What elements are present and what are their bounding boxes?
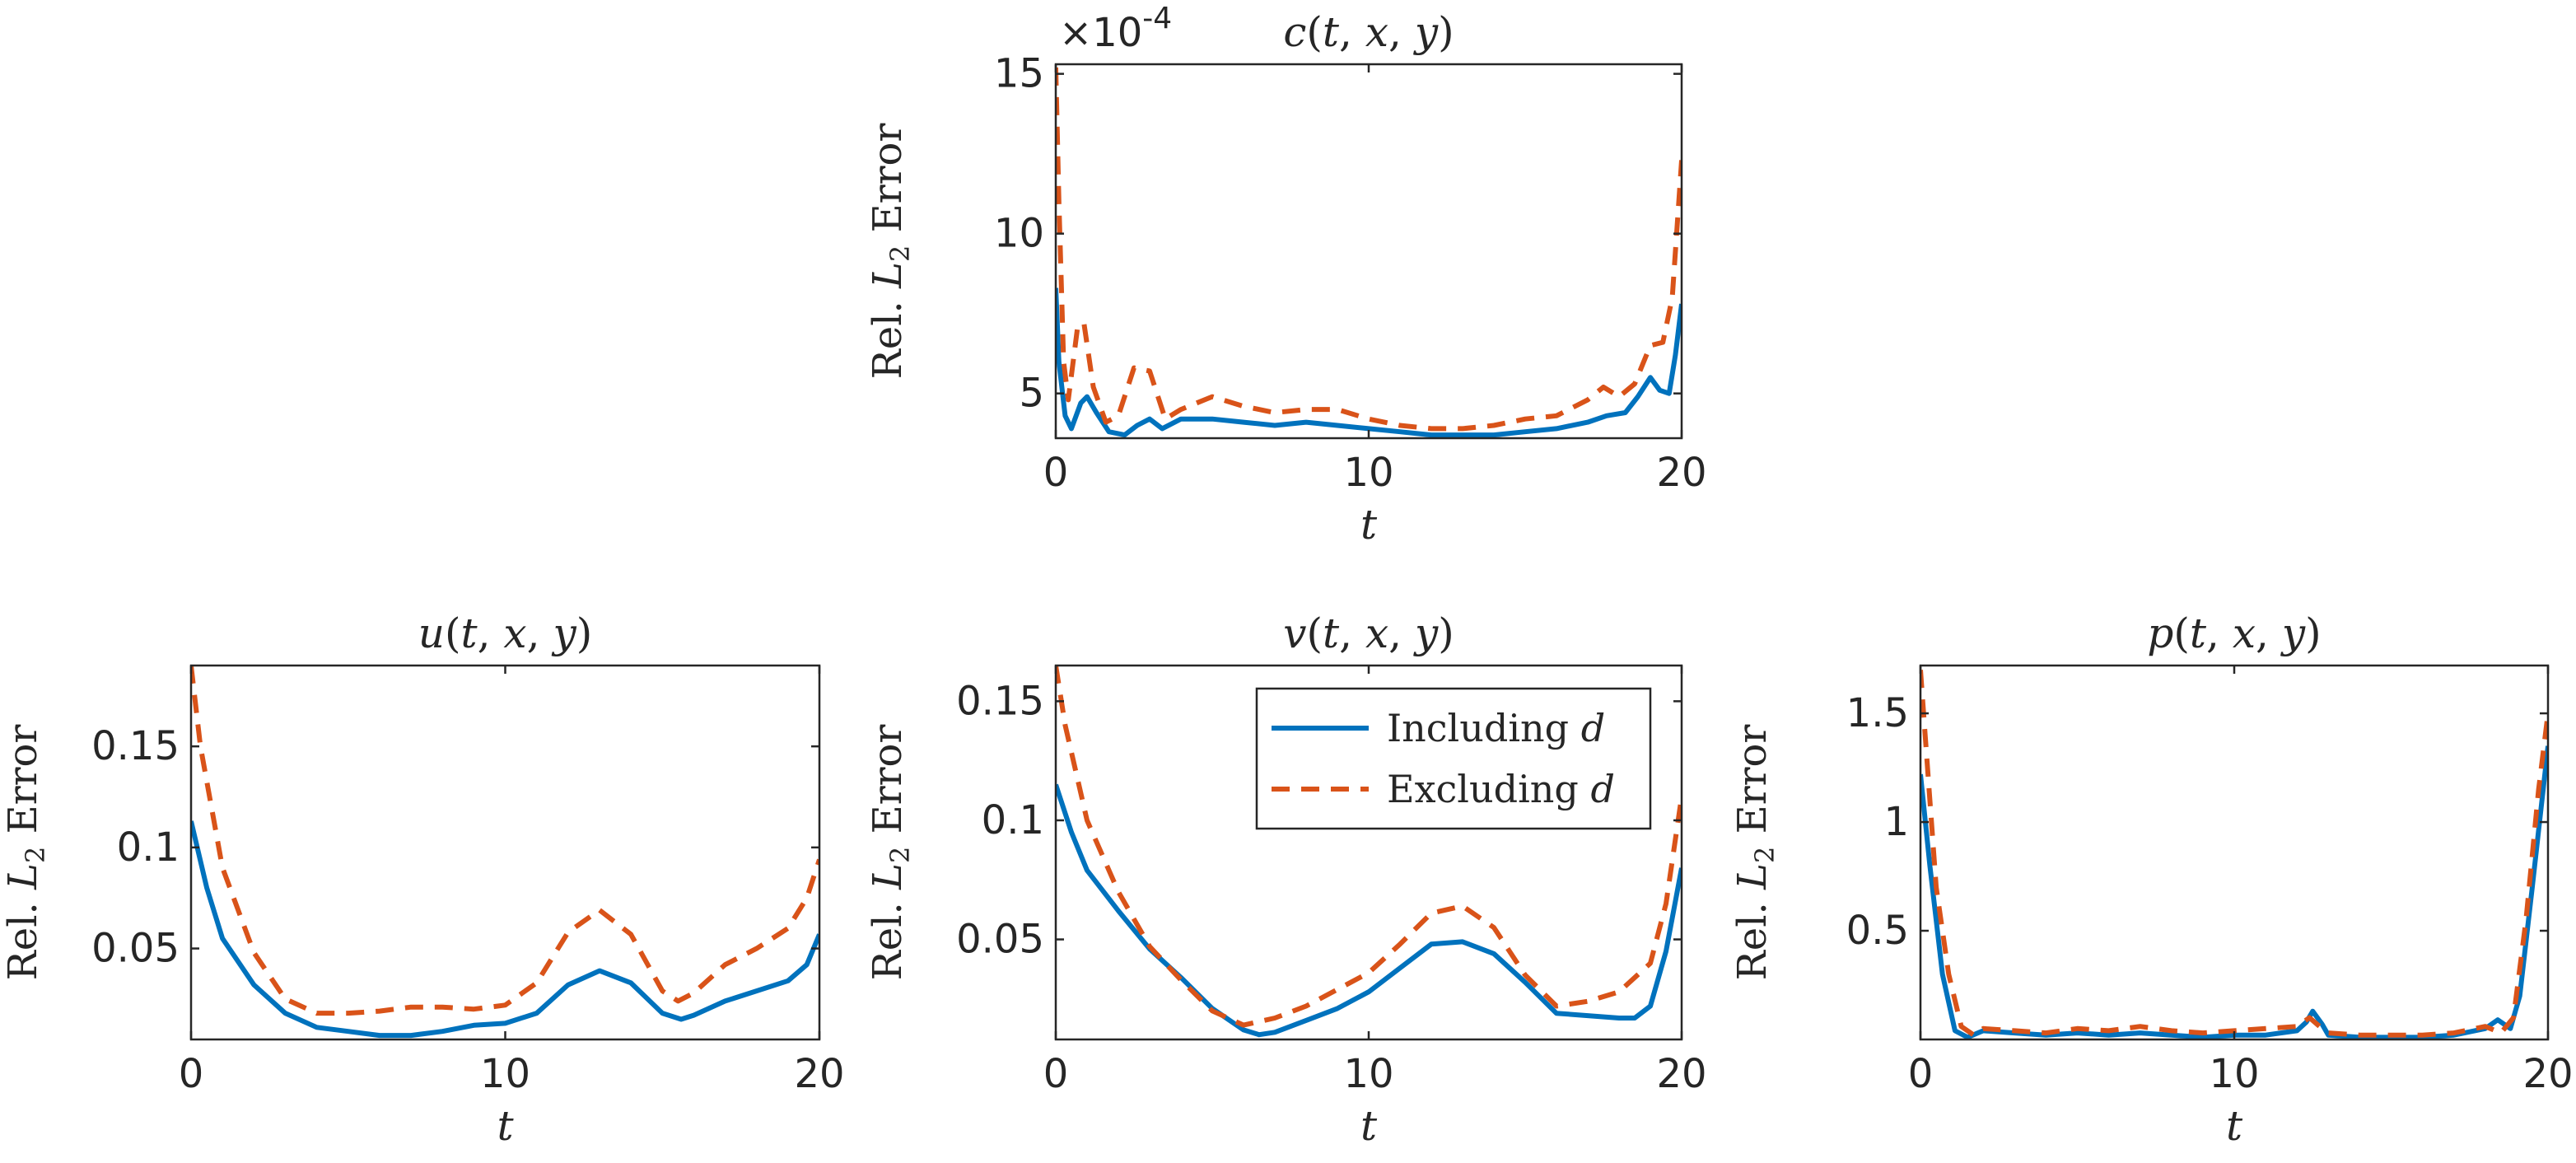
x-axis-label: t: [2226, 1102, 2243, 1150]
subplot-title: u(t, x, y): [418, 610, 592, 657]
y-tick-label: 5: [1019, 371, 1044, 417]
x-axis-label: t: [1360, 1102, 1378, 1150]
subplot-u: 0 10 20 0.05 0.1 0.15 t Rel. L2 Error u(t, x, y): [0, 610, 845, 1150]
series-line-excluding-d: [191, 666, 819, 1016]
x-tick-label: 10: [2209, 1051, 2259, 1097]
y-axis-label: Rel. L2 Error: [865, 124, 916, 380]
x-axis-label: t: [497, 1102, 514, 1150]
legend-box: [1255, 687, 1652, 830]
subplot-title: v(t, x, y): [1283, 610, 1454, 657]
y-tick-label: 1: [1883, 799, 1909, 845]
x-tick-label: 0: [1908, 1051, 1934, 1097]
subplot-v: 0 10 20 0.05 0.1 0.15 t Rel. L2 Error v(t, x, y): [865, 610, 1707, 1150]
series-line-excluding-d: [1056, 666, 1682, 1028]
y-tick-label: 10: [994, 211, 1044, 257]
axes-box: [1919, 664, 2550, 1041]
subplot-p: 0 10 20 0.5 1 1.5 t Rel. L2 Error p(t, x, y): [1729, 610, 2574, 1150]
subplot-c: 0 10 20 5 10 15 t Rel. L2 Error c(t, x, y) ×10-4: [865, 2, 1707, 549]
y-axis-label: Rel. L2 Error: [865, 725, 916, 981]
x-axis-label: t: [1360, 501, 1378, 549]
series-line-excluding-d: [1920, 670, 2548, 1038]
series-line-excluding-d: [1056, 67, 1682, 432]
x-tick-label: 0: [1043, 1051, 1069, 1097]
subplot-title: p(t, x, y): [2147, 610, 2321, 657]
y-exponent-label: ×10-4: [1059, 2, 1172, 56]
y-tick-label: 0.5: [1846, 908, 1909, 954]
x-tick-label: 0: [1043, 450, 1069, 496]
y-axis-label: Rel. L2 Error: [0, 725, 51, 981]
x-tick-label: 10: [1343, 1051, 1393, 1097]
x-tick-label: 20: [794, 1051, 844, 1097]
y-tick-label: 15: [994, 51, 1044, 97]
series-line-including-d: [1056, 287, 1682, 438]
y-axis-label: Rel. L2 Error: [1729, 725, 1780, 981]
x-tick-label: 10: [1343, 450, 1393, 496]
y-tick-label: 1.5: [1846, 690, 1909, 736]
series-line-including-d: [191, 820, 819, 1039]
subplot-title: c(t, x, y): [1283, 8, 1454, 56]
x-tick-label: 10: [480, 1051, 530, 1097]
x-tick-label: 20: [1656, 1051, 1706, 1097]
series-line-including-d: [1920, 745, 2548, 1039]
y-tick-label: 0.05: [91, 926, 180, 972]
axes-box: [1054, 63, 1683, 440]
y-tick-label: 0.15: [956, 678, 1044, 724]
legend-label: Excluding d: [1387, 767, 1615, 811]
legend: Including d Excluding d: [1255, 687, 1652, 830]
axes-box: [189, 664, 821, 1041]
x-tick-label: 20: [1656, 450, 1706, 496]
y-tick-label: 0.15: [91, 723, 180, 769]
y-tick-label: 0.1: [117, 824, 180, 871]
x-tick-label: 20: [2522, 1051, 2573, 1097]
x-tick-label: 0: [179, 1051, 204, 1097]
y-tick-label: 0.05: [956, 917, 1044, 963]
y-tick-label: 0.1: [982, 797, 1044, 843]
legend-label: Including d: [1387, 706, 1605, 750]
